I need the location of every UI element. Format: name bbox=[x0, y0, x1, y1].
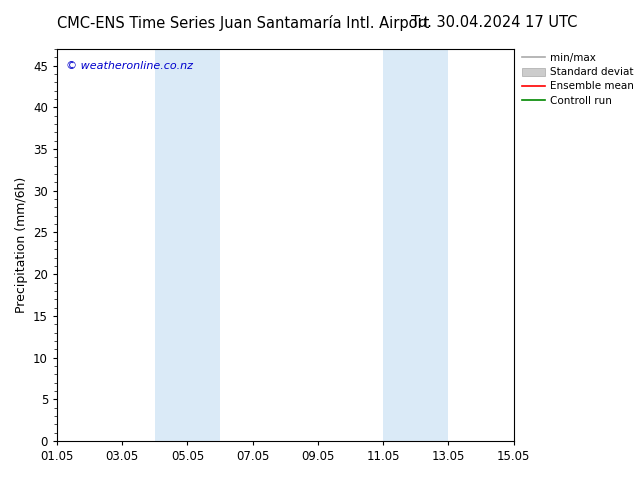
Y-axis label: Precipitation (mm/6h): Precipitation (mm/6h) bbox=[15, 177, 28, 313]
Bar bbox=[155, 49, 220, 441]
Legend: min/max, Standard deviation, Ensemble mean run, Controll run: min/max, Standard deviation, Ensemble me… bbox=[518, 49, 634, 110]
Text: CMC-ENS Time Series Juan Santamaría Intl. Airport: CMC-ENS Time Series Juan Santamaría Intl… bbox=[57, 15, 429, 31]
Text: Tu. 30.04.2024 17 UTC: Tu. 30.04.2024 17 UTC bbox=[411, 15, 577, 30]
Bar bbox=[383, 49, 448, 441]
Text: © weatheronline.co.nz: © weatheronline.co.nz bbox=[66, 61, 193, 71]
